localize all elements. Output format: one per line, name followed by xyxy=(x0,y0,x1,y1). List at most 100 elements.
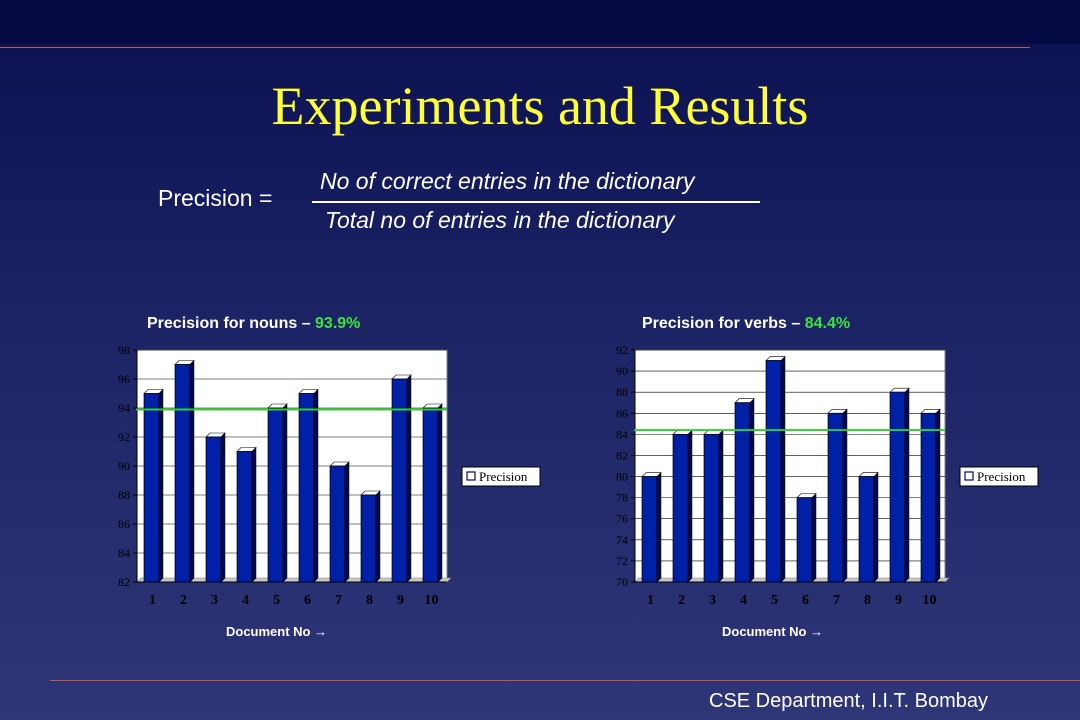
bar-side xyxy=(406,374,412,583)
x-tick-label: 10 xyxy=(425,593,439,608)
bar xyxy=(920,412,937,583)
bar-side xyxy=(935,408,941,583)
bar xyxy=(329,465,346,583)
x-tick-label: 7 xyxy=(833,593,840,608)
chart-title-verbs-text: Precision for verbs – xyxy=(642,315,805,332)
y-tick-label: 82 xyxy=(616,448,628,462)
x-tick-label: 7 xyxy=(335,593,342,608)
bar-side xyxy=(656,471,662,583)
bar xyxy=(641,476,658,583)
y-tick-label: 90 xyxy=(118,459,130,473)
x-tick-label: 2 xyxy=(180,593,187,608)
x-tick-label: 2 xyxy=(678,593,685,608)
y-tick-label: 72 xyxy=(616,554,628,568)
nouns-precision-chart: 82 84 86 88 90 92 94 96 98 1 2 3 4 5 6 7 8 9 10 Precision xyxy=(118,343,541,608)
y-tick-label: 92 xyxy=(118,430,130,444)
legend-swatch xyxy=(964,471,974,481)
x-axis-title-verbs: Document No → xyxy=(722,624,823,639)
y-tick-label: 84 xyxy=(616,427,628,441)
legend-swatch xyxy=(466,471,476,481)
fraction-bar xyxy=(312,201,760,203)
y-tick-label: 92 xyxy=(616,343,628,357)
y-tick-label: 84 xyxy=(118,546,130,560)
top-divider xyxy=(0,47,1030,48)
bar xyxy=(143,393,160,583)
arrow-right-icon: → xyxy=(810,624,824,639)
bar-side xyxy=(158,388,164,583)
bar-side xyxy=(842,408,848,583)
bar xyxy=(889,391,906,583)
y-tick-label: 98 xyxy=(118,343,130,357)
formula-denominator: Total no of entries in the dictionary xyxy=(325,207,675,233)
legend-box xyxy=(461,466,541,487)
legend-box xyxy=(959,466,1039,487)
footer-text: CSE Department, I.I.T. Bombay xyxy=(709,690,988,712)
y-tick-label: 90 xyxy=(616,364,628,378)
formula-label: Precision = xyxy=(158,185,273,211)
x-tick-label: 3 xyxy=(709,593,716,608)
bar xyxy=(298,393,315,583)
x-axis-title-verbs-text: Document No xyxy=(722,624,811,639)
arrow-right-icon: → xyxy=(314,624,328,639)
y-tick-label: 96 xyxy=(118,372,130,386)
bottom-divider xyxy=(50,680,1080,681)
bar-side xyxy=(780,355,786,583)
bar xyxy=(205,436,222,583)
y-tick-label: 76 xyxy=(616,512,628,526)
chart-title-nouns-text: Precision for nouns – xyxy=(147,315,316,332)
y-tick-label: 74 xyxy=(616,533,628,547)
legend-label: Precision xyxy=(479,469,528,484)
chart-title-verbs: Precision for verbs – 84.4% xyxy=(642,315,850,333)
bar xyxy=(672,433,689,583)
bar xyxy=(236,451,253,583)
x-tick-label: 9 xyxy=(895,593,902,608)
x-tick-label: 4 xyxy=(740,593,747,608)
y-tick-label: 78 xyxy=(616,491,628,505)
chart-title-nouns-value: 93.9% xyxy=(315,315,361,332)
bar-side xyxy=(904,387,910,583)
bar xyxy=(827,412,844,583)
x-tick-label: 9 xyxy=(397,593,404,608)
bar-side xyxy=(282,403,288,583)
bar-side xyxy=(718,429,724,583)
legend-label: Precision xyxy=(977,469,1026,484)
bar xyxy=(734,402,751,583)
bar-side xyxy=(313,388,319,583)
bar xyxy=(703,433,720,583)
x-tick-label: 5 xyxy=(273,593,280,608)
slide-title: Experiments and Results xyxy=(271,76,809,136)
bar xyxy=(360,494,377,583)
y-tick-label: 86 xyxy=(616,406,628,420)
bar xyxy=(267,407,284,583)
bar-side xyxy=(189,359,195,583)
y-tick-label: 86 xyxy=(118,517,130,531)
x-tick-label: 3 xyxy=(211,593,218,608)
formula-numerator: No of correct entries in the dictionary xyxy=(320,168,695,194)
bar xyxy=(796,497,813,583)
y-tick-label: 88 xyxy=(118,488,130,502)
x-tick-label: 8 xyxy=(864,593,871,608)
x-tick-label: 5 xyxy=(771,593,778,608)
top-band xyxy=(0,0,1080,44)
bar-side xyxy=(437,403,443,583)
x-tick-label: 6 xyxy=(802,593,809,608)
bar-side xyxy=(811,492,817,583)
x-axis-title-nouns-text: Document No xyxy=(226,624,315,639)
x-tick-label: 6 xyxy=(304,593,311,608)
x-tick-label: 8 xyxy=(366,593,373,608)
bar-side xyxy=(375,490,381,583)
y-tick-label: 88 xyxy=(616,385,628,399)
chart-title-nouns: Precision for nouns – 93.9% xyxy=(147,315,360,333)
x-tick-label: 10 xyxy=(923,593,937,608)
bar xyxy=(174,364,191,583)
y-tick-label: 80 xyxy=(616,470,628,484)
bar-side xyxy=(749,398,755,583)
x-tick-label: 1 xyxy=(149,593,156,608)
y-tick-label: 82 xyxy=(118,575,130,589)
bar-side xyxy=(344,461,350,583)
y-tick-label: 94 xyxy=(118,401,130,415)
bar xyxy=(391,378,408,583)
x-tick-label: 4 xyxy=(242,593,249,608)
bar-side xyxy=(220,432,226,583)
